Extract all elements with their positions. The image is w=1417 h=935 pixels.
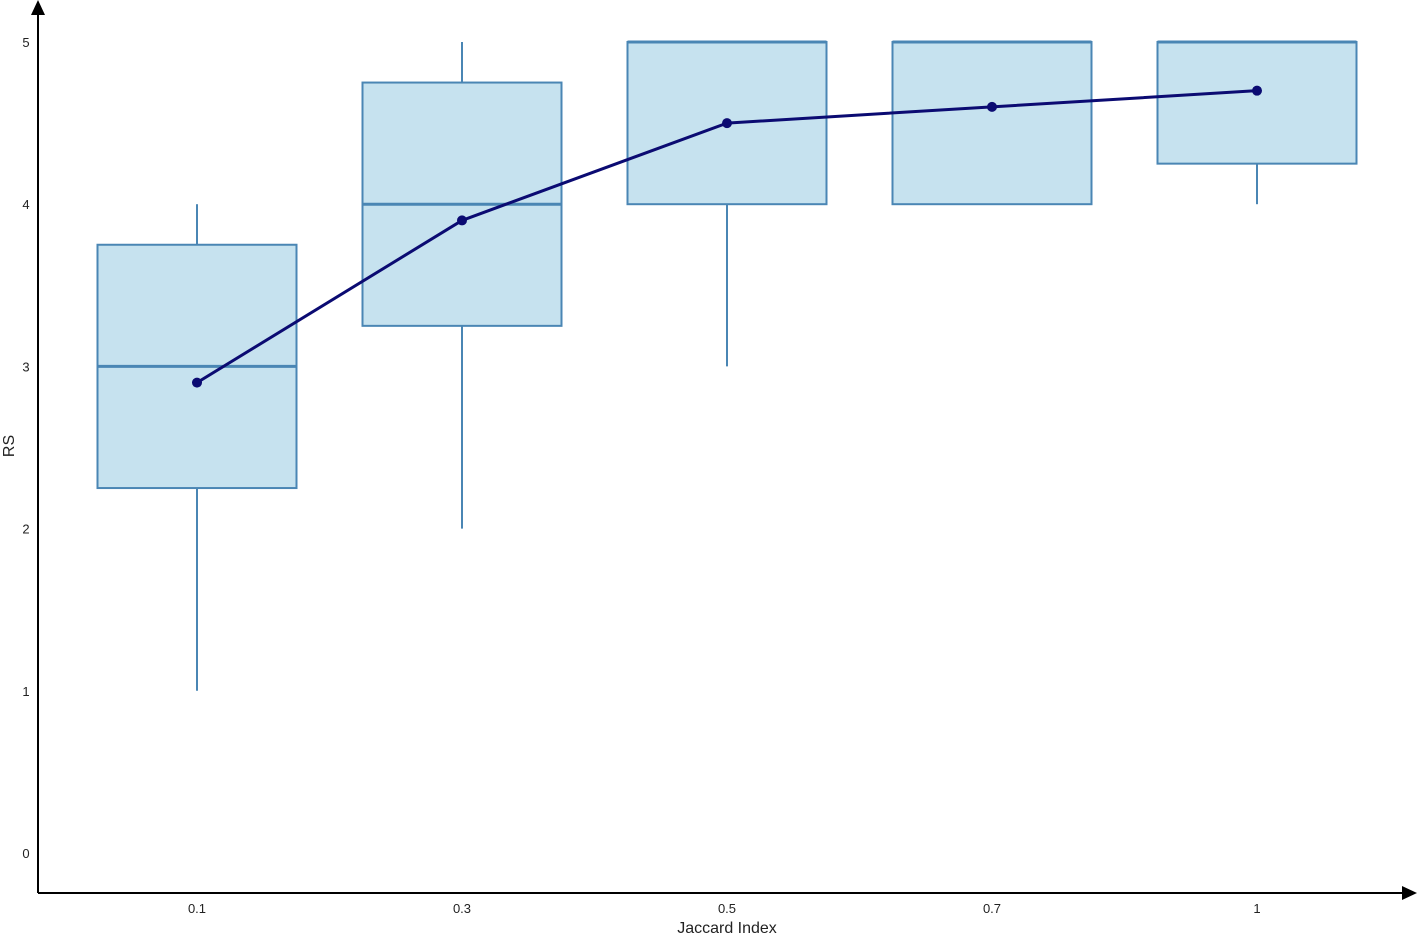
x-tick-label: 1 [1253,901,1260,916]
mean-point [192,377,202,388]
y-tick-label: 2 [22,522,29,537]
y-tick-label: 5 [22,35,29,50]
x-axis-label: Jaccard Index [677,920,777,935]
mean-line-layer [192,85,1262,388]
x-tick-label: 0.1 [188,901,206,916]
box-body [1156,41,1358,165]
box-0.7 [891,40,1093,206]
mean-point [722,118,732,129]
box-0.5 [626,40,828,367]
y-tick-label: 4 [22,197,29,212]
x-tick-labels: 0.1 0.3 0.5 0.7 1 [188,901,1261,916]
mean-point [987,101,997,112]
x-tick-label: 0.3 [453,901,471,916]
x-tick-label: 0.7 [983,901,1001,916]
y-tick-label: 1 [22,684,29,699]
box-0.1 [96,204,298,691]
x-tick-label: 0.5 [718,901,736,916]
box-body [891,41,1093,206]
y-axis-arrow [31,0,45,15]
box-0.3 [361,42,563,529]
box-1 [1156,40,1358,205]
mean-point [457,215,467,226]
y-axis-label: RS [1,435,18,457]
mean-point [1252,85,1262,96]
boxes-layer [96,40,1358,691]
y-tick-label: 3 [22,359,29,374]
y-tick-labels: 0 1 2 3 4 5 [22,35,29,861]
y-tick-label: 0 [22,846,29,861]
x-axis-arrow [1402,886,1417,900]
